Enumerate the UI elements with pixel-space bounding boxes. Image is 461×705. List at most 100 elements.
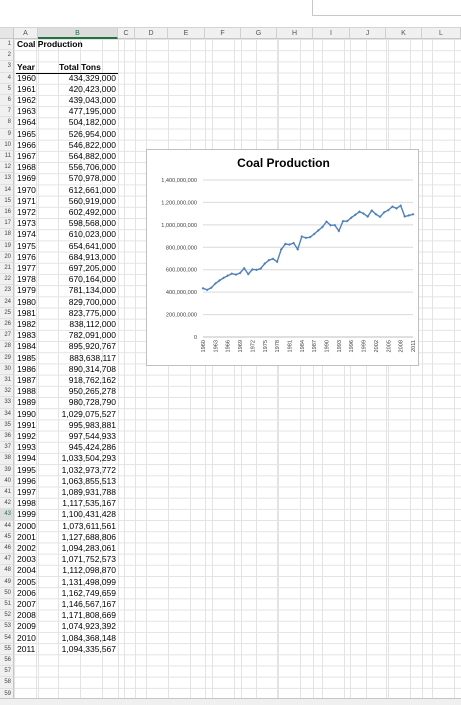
row-header[interactable]: 20	[0, 251, 14, 263]
year-cell[interactable]: 1960	[17, 72, 36, 83]
year-cell[interactable]: 2003	[17, 554, 36, 565]
year-cell[interactable]: 1993	[17, 442, 36, 453]
total-tons-cell[interactable]: 1,112,098,870	[62, 565, 116, 576]
formula-bar-box[interactable]	[312, 0, 461, 16]
row-header[interactable]: 9	[0, 128, 14, 140]
sheet-title-cell[interactable]: Coal Production	[17, 39, 83, 50]
total-tons-cell[interactable]: 823,775,000	[68, 307, 116, 318]
row-header[interactable]: 47	[0, 554, 14, 566]
total-tons-cell[interactable]: 1,084,368,148	[61, 632, 116, 643]
row-header[interactable]: 24	[0, 296, 14, 308]
row-header[interactable]: 40	[0, 475, 14, 487]
year-cell[interactable]: 1980	[17, 296, 36, 307]
column-header-c[interactable]: C	[118, 28, 135, 39]
year-cell[interactable]: 1984	[17, 341, 36, 352]
total-tons-cell[interactable]: 1,073,611,561	[62, 520, 116, 531]
year-cell[interactable]: 1998	[17, 498, 36, 509]
total-tons-cell[interactable]: 980,728,790	[68, 397, 116, 408]
row-header[interactable]: 50	[0, 587, 14, 599]
total-tons-cell[interactable]: 610,023,000	[68, 229, 116, 240]
row-header[interactable]: 12	[0, 162, 14, 174]
row-header[interactable]: 48	[0, 565, 14, 577]
row-header[interactable]: 44	[0, 520, 14, 532]
year-cell[interactable]: 2008	[17, 610, 36, 621]
row-header[interactable]: 19	[0, 240, 14, 252]
year-cell[interactable]: 1992	[17, 431, 36, 441]
total-tons-cell[interactable]: 781,134,000	[68, 285, 116, 296]
row-header[interactable]: 14	[0, 184, 14, 196]
total-tons-cell[interactable]: 1,089,931,788	[61, 487, 116, 497]
column-header-l[interactable]: L	[422, 28, 461, 39]
year-cell[interactable]: 2009	[17, 621, 36, 632]
row-header[interactable]: 52	[0, 610, 14, 622]
total-tons-cell[interactable]: 526,954,000	[68, 128, 116, 139]
total-tons-cell[interactable]: 1,094,335,567	[61, 643, 116, 654]
year-cell[interactable]: 2006	[17, 587, 36, 598]
year-cell[interactable]: 1963	[17, 106, 36, 117]
row-header[interactable]: 26	[0, 319, 14, 331]
total-tons-cell[interactable]: 997,544,933	[68, 431, 116, 441]
total-tons-cell[interactable]: 420,423,000	[68, 83, 116, 94]
header-total-cell[interactable]: Total Tons	[59, 61, 101, 72]
row-header[interactable]: 49	[0, 576, 14, 588]
year-cell[interactable]: 1975	[17, 240, 36, 251]
total-tons-cell[interactable]: 1,162,749,659	[61, 587, 116, 598]
total-tons-cell[interactable]: 1,032,973,772	[61, 464, 116, 475]
year-cell[interactable]: 1976	[17, 251, 36, 262]
total-tons-cell[interactable]: 654,641,000	[68, 240, 116, 251]
column-header-e[interactable]: E	[168, 28, 205, 39]
row-header[interactable]: 51	[0, 599, 14, 611]
year-cell[interactable]: 1962	[17, 95, 36, 105]
total-tons-cell[interactable]: 612,661,000	[68, 184, 116, 195]
row-header[interactable]: 22	[0, 274, 14, 286]
total-tons-cell[interactable]: 1,094,283,061	[61, 543, 116, 553]
row-header[interactable]: 6	[0, 95, 14, 107]
row-header[interactable]: 8	[0, 117, 14, 129]
total-tons-cell[interactable]: 838,112,000	[69, 319, 116, 329]
year-cell[interactable]: 1981	[17, 307, 36, 318]
row-header[interactable]: 15	[0, 195, 14, 207]
row-header[interactable]: 42	[0, 498, 14, 510]
column-header-g[interactable]: G	[241, 28, 277, 39]
column-header-j[interactable]: J	[350, 28, 386, 39]
total-tons-cell[interactable]: 670,164,000	[68, 274, 116, 285]
total-tons-cell[interactable]: 598,568,000	[68, 218, 116, 229]
total-tons-cell[interactable]: 883,638,117	[69, 352, 116, 363]
year-cell[interactable]: 1979	[17, 285, 36, 296]
row-header[interactable]: 2	[0, 50, 14, 62]
year-cell[interactable]: 2011	[17, 643, 36, 654]
total-tons-cell[interactable]: 504,182,000	[68, 117, 116, 128]
row-header[interactable]: 17	[0, 218, 14, 230]
row-header[interactable]: 10	[0, 139, 14, 151]
total-tons-cell[interactable]: 895,920,767	[68, 341, 116, 352]
row-header[interactable]: 43	[0, 509, 14, 521]
row-header[interactable]: 3	[0, 61, 14, 73]
total-tons-cell[interactable]: 1,127,688,806	[61, 531, 116, 542]
total-tons-cell[interactable]: 890,314,708	[68, 363, 116, 374]
row-header[interactable]: 34	[0, 408, 14, 420]
column-header-i[interactable]: I	[313, 28, 350, 39]
total-tons-cell[interactable]: 546,822,000	[68, 139, 116, 150]
column-header-a[interactable]: A	[14, 28, 38, 39]
year-cell[interactable]: 1991	[17, 419, 36, 430]
total-tons-cell[interactable]: 945,424,286	[68, 442, 116, 453]
year-cell[interactable]: 1972	[17, 207, 36, 217]
row-header[interactable]: 55	[0, 643, 14, 655]
total-tons-cell[interactable]: 434,329,000	[68, 72, 116, 83]
year-cell[interactable]: 1965	[17, 128, 36, 139]
year-cell[interactable]: 2000	[17, 520, 36, 531]
total-tons-cell[interactable]: 564,882,000	[68, 151, 116, 161]
row-header[interactable]: 38	[0, 453, 14, 465]
row-header[interactable]: 18	[0, 229, 14, 241]
column-header-h[interactable]: H	[277, 28, 313, 39]
year-cell[interactable]: 1987	[17, 375, 36, 385]
year-cell[interactable]: 1982	[17, 319, 36, 329]
total-tons-cell[interactable]: 1,131,498,099	[61, 576, 116, 587]
row-header[interactable]: 28	[0, 341, 14, 353]
year-cell[interactable]: 1961	[17, 83, 36, 94]
row-header[interactable]: 29	[0, 352, 14, 364]
year-cell[interactable]: 2004	[17, 565, 36, 576]
row-header[interactable]: 45	[0, 531, 14, 543]
row-header[interactable]: 36	[0, 431, 14, 443]
